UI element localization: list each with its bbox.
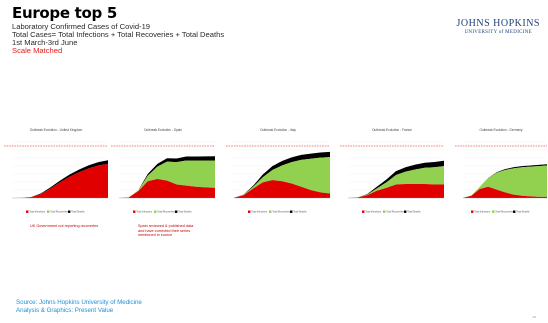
legend-swatch [383, 210, 386, 213]
legend-label: Total Deaths [178, 211, 192, 214]
page-number: ## [532, 315, 536, 319]
chart-title: Outbreak Evolution - Spain [144, 128, 182, 132]
chart-title: Outbreak Evolution - Germany [479, 128, 522, 132]
legend-label: Total Deaths [293, 211, 307, 214]
jhu-logo: JOHNS HOPKINS UNIVERSITY of MEDICINE [457, 18, 540, 35]
chart-title: Outbreak Evolution - United Kingdom [30, 128, 83, 132]
uk-note: UK Government not reporting recoveries [30, 224, 99, 228]
legend-swatch [471, 210, 474, 213]
legend-swatch [26, 210, 29, 213]
chart-panel: Outbreak Evolution - United Kingdom Total… [4, 128, 108, 214]
legend-swatch [47, 210, 50, 213]
legend-swatch [513, 210, 516, 213]
legend-swatch [133, 210, 136, 213]
analysis-credit: Analysis & Graphics: Present Value [16, 307, 114, 314]
chart-panel: Outbreak Evolution - France Total Infecti… [340, 128, 444, 214]
series-recoveries-area [119, 160, 215, 198]
legend-label: Total Recoveries [272, 211, 290, 214]
chart-title: Outbreak Evolution - Italy [260, 128, 296, 132]
chart-title: Outbreak Evolution - France [372, 128, 412, 132]
legend-swatch [68, 210, 71, 213]
series-recoveries-area [463, 165, 547, 198]
series-recoveries-area [348, 166, 444, 198]
chart-panel: Outbreak Evolution - Germany Total Infect… [455, 128, 547, 214]
subtitle: Laboratory Confirmed Cases of Covid-19 [12, 22, 151, 31]
legend-swatch [362, 210, 365, 213]
series-infections-area [234, 180, 330, 198]
legend-label: Total Infections [29, 211, 46, 214]
legend-label: Total Deaths [71, 211, 85, 214]
legend-label: Total Infections [365, 211, 382, 214]
series-infections-area [348, 184, 444, 198]
legend-label: Total Deaths [516, 211, 530, 214]
legend-label: Total Infections [136, 211, 153, 214]
legend-label: Total Recoveries [495, 211, 513, 214]
date-range: 1st March-3rd June [12, 38, 78, 47]
chart-panel: Outbreak Evolution - Italy Total Infectio… [226, 128, 330, 214]
legend-label: Total Infections [474, 211, 491, 214]
page-title: Europe top 5 [12, 4, 118, 22]
legend-label: Total Infections [251, 211, 268, 214]
series-infections-area [12, 163, 108, 198]
legend-swatch [290, 210, 293, 213]
legend-label: Total Recoveries [157, 211, 175, 214]
logo-line1: JOHNS HOPKINS [456, 18, 540, 29]
legend-swatch [154, 210, 157, 213]
series-deaths-area [234, 151, 330, 198]
legend-swatch [269, 210, 272, 213]
source-credit: Source: Johns Hopkins University of Medi… [16, 299, 142, 306]
series-recoveries-area [234, 157, 330, 198]
series-deaths-area [348, 160, 444, 198]
chart-panel: Outbreak Evolution - Spain Total Infectio… [111, 128, 215, 214]
legend-swatch [404, 210, 407, 213]
series-deaths-area [119, 156, 215, 198]
legend-swatch [175, 210, 178, 213]
logo-line2: UNIVERSITY of MEDICINE [464, 30, 533, 35]
subtitle-formula: Total Cases= Total Infections + Total Re… [12, 30, 225, 39]
legend-label: Total Deaths [407, 211, 421, 214]
series-deaths-area [12, 160, 108, 198]
series-infections-area [119, 178, 215, 198]
legend-label: Total Recoveries [50, 211, 68, 214]
legend-swatch [492, 210, 495, 213]
legend-swatch [248, 210, 251, 213]
spain-note: Spain reviewed & published data and have… [138, 224, 194, 237]
scale-note: Scale Matched [12, 46, 63, 55]
legend-label: Total Recoveries [386, 211, 404, 214]
